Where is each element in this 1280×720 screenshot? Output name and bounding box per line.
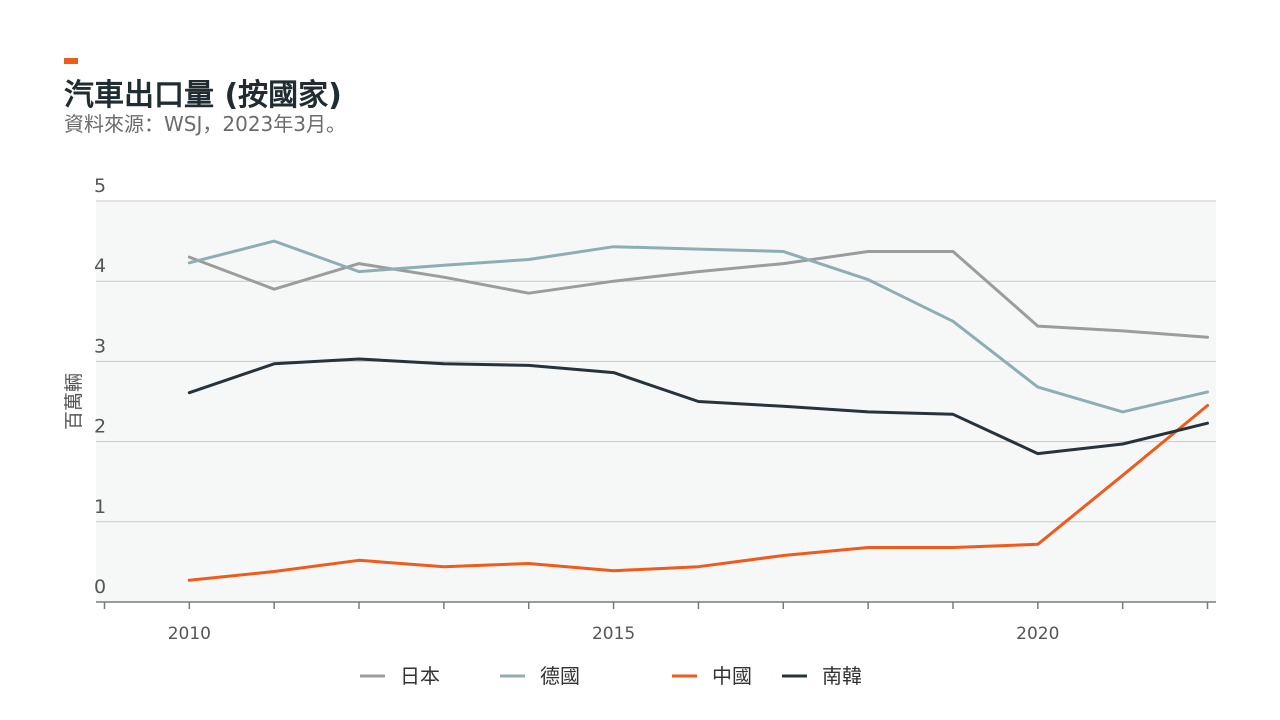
- legend-label: 日本: [400, 664, 440, 688]
- legend-item: 南韓: [782, 664, 862, 688]
- y-tick-label: 1: [94, 496, 106, 518]
- chart-subtitle: 資料來源：WSJ，2023年3月。: [64, 112, 346, 136]
- series-line: [187, 357, 1209, 456]
- y-tick-label: 2: [94, 416, 106, 438]
- series-line: [187, 404, 1209, 582]
- legend-label: 中國: [712, 664, 752, 688]
- y-tick-label: 0: [94, 576, 106, 598]
- title-accent-bar: [64, 58, 78, 64]
- series-line: [187, 250, 1209, 339]
- legend-item: 日本: [360, 664, 440, 688]
- legend-item: 中國: [672, 664, 752, 688]
- x-tick-label: 2015: [592, 624, 635, 644]
- y-axis-title: 百萬輛: [63, 373, 85, 430]
- legend-label: 德國: [540, 664, 580, 688]
- chart-title: 汽車出口量 (按國家): [64, 78, 342, 113]
- y-tick-label: 3: [94, 335, 106, 357]
- series-line: [187, 239, 1209, 414]
- y-tick-label: 4: [94, 255, 106, 277]
- plot-area: [96, 201, 1216, 602]
- x-tick-label: 2010: [168, 624, 211, 644]
- legend-label: 南韓: [822, 664, 862, 688]
- x-tick-label: 2020: [1016, 624, 1059, 644]
- legend-item: 德國: [500, 664, 580, 688]
- y-tick-label: 5: [94, 175, 106, 197]
